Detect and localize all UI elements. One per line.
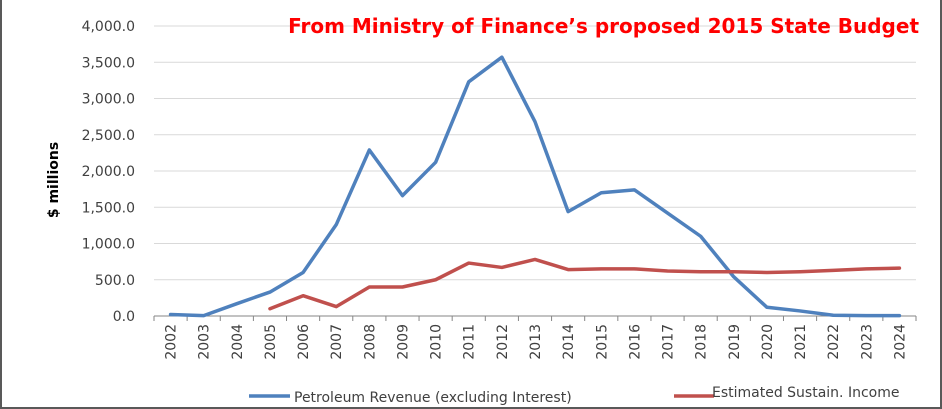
x-tick-label: 2008 <box>362 324 378 360</box>
x-tick-label: 2004 <box>230 324 246 360</box>
legend-label: Estimated Sustain. Income <box>712 385 899 401</box>
x-tick-label: 2012 <box>495 324 511 360</box>
legend: Petroleum Revenue (excluding Interest) Es… <box>249 385 899 406</box>
x-tick-label: 2018 <box>694 324 710 360</box>
x-tick-label: 2005 <box>263 324 279 360</box>
x-tick-label: 2019 <box>727 324 743 360</box>
legend-item: Petroleum Revenue (excluding Interest) <box>249 390 572 406</box>
x-tick-label: 2020 <box>760 324 776 360</box>
y-tick-label: 1,000.0 <box>82 237 135 253</box>
y-tick-label: 3,500.0 <box>82 55 135 71</box>
y-tick-label: 2,000.0 <box>82 164 135 180</box>
y-axis-tick-labels: 0.0 500.0 1,000.0 1,500.0 2,000.0 2,500.0 3,00… <box>82 19 135 325</box>
x-tick-label: 2009 <box>395 324 411 360</box>
y-tick-label: 2,500.0 <box>82 128 135 144</box>
x-tick-label: 2011 <box>462 324 478 360</box>
y-tick-label: 500.0 <box>95 273 135 289</box>
x-tick-label: 2007 <box>329 324 345 360</box>
data-series <box>168 55 902 318</box>
x-tick-label: 2003 <box>197 324 213 360</box>
x-tick-label: 2015 <box>594 324 610 360</box>
y-tick-label: 3,000.0 <box>82 92 135 108</box>
x-tick-label: 2023 <box>859 324 875 360</box>
x-tick-label: 2024 <box>892 324 908 360</box>
gridlines <box>154 25 916 281</box>
x-axis <box>153 315 917 321</box>
y-tick-label: 0.0 <box>113 309 135 325</box>
series-line-2 <box>268 257 902 311</box>
x-tick-label: 2013 <box>528 324 544 360</box>
y-tick-label: 1,500.0 <box>82 200 135 216</box>
x-tick-label: 2010 <box>429 324 445 360</box>
chart-title: From Ministry of Finance’s proposed 2015… <box>288 14 919 38</box>
x-axis-tick-labels: 2002 2003 2004 2005 2006 2007 2008 2009 2010 2011… <box>164 324 909 360</box>
legend-item: Estimated Sustain. Income <box>674 385 899 401</box>
x-tick-label: 2014 <box>561 324 577 360</box>
legend-label: Petroleum Revenue (excluding Interest) <box>294 390 572 406</box>
x-tick-label: 2017 <box>661 324 677 360</box>
x-tick-label: 2006 <box>296 324 312 360</box>
series-line-1 <box>168 55 902 318</box>
x-tick-label: 2002 <box>164 324 180 360</box>
x-tick-label: 2022 <box>826 324 842 360</box>
y-axis-title: $ millions <box>46 142 62 218</box>
y-tick-label: 4,000.0 <box>82 19 135 35</box>
x-tick-label: 2016 <box>627 324 643 360</box>
x-tick-label: 2021 <box>793 324 809 360</box>
